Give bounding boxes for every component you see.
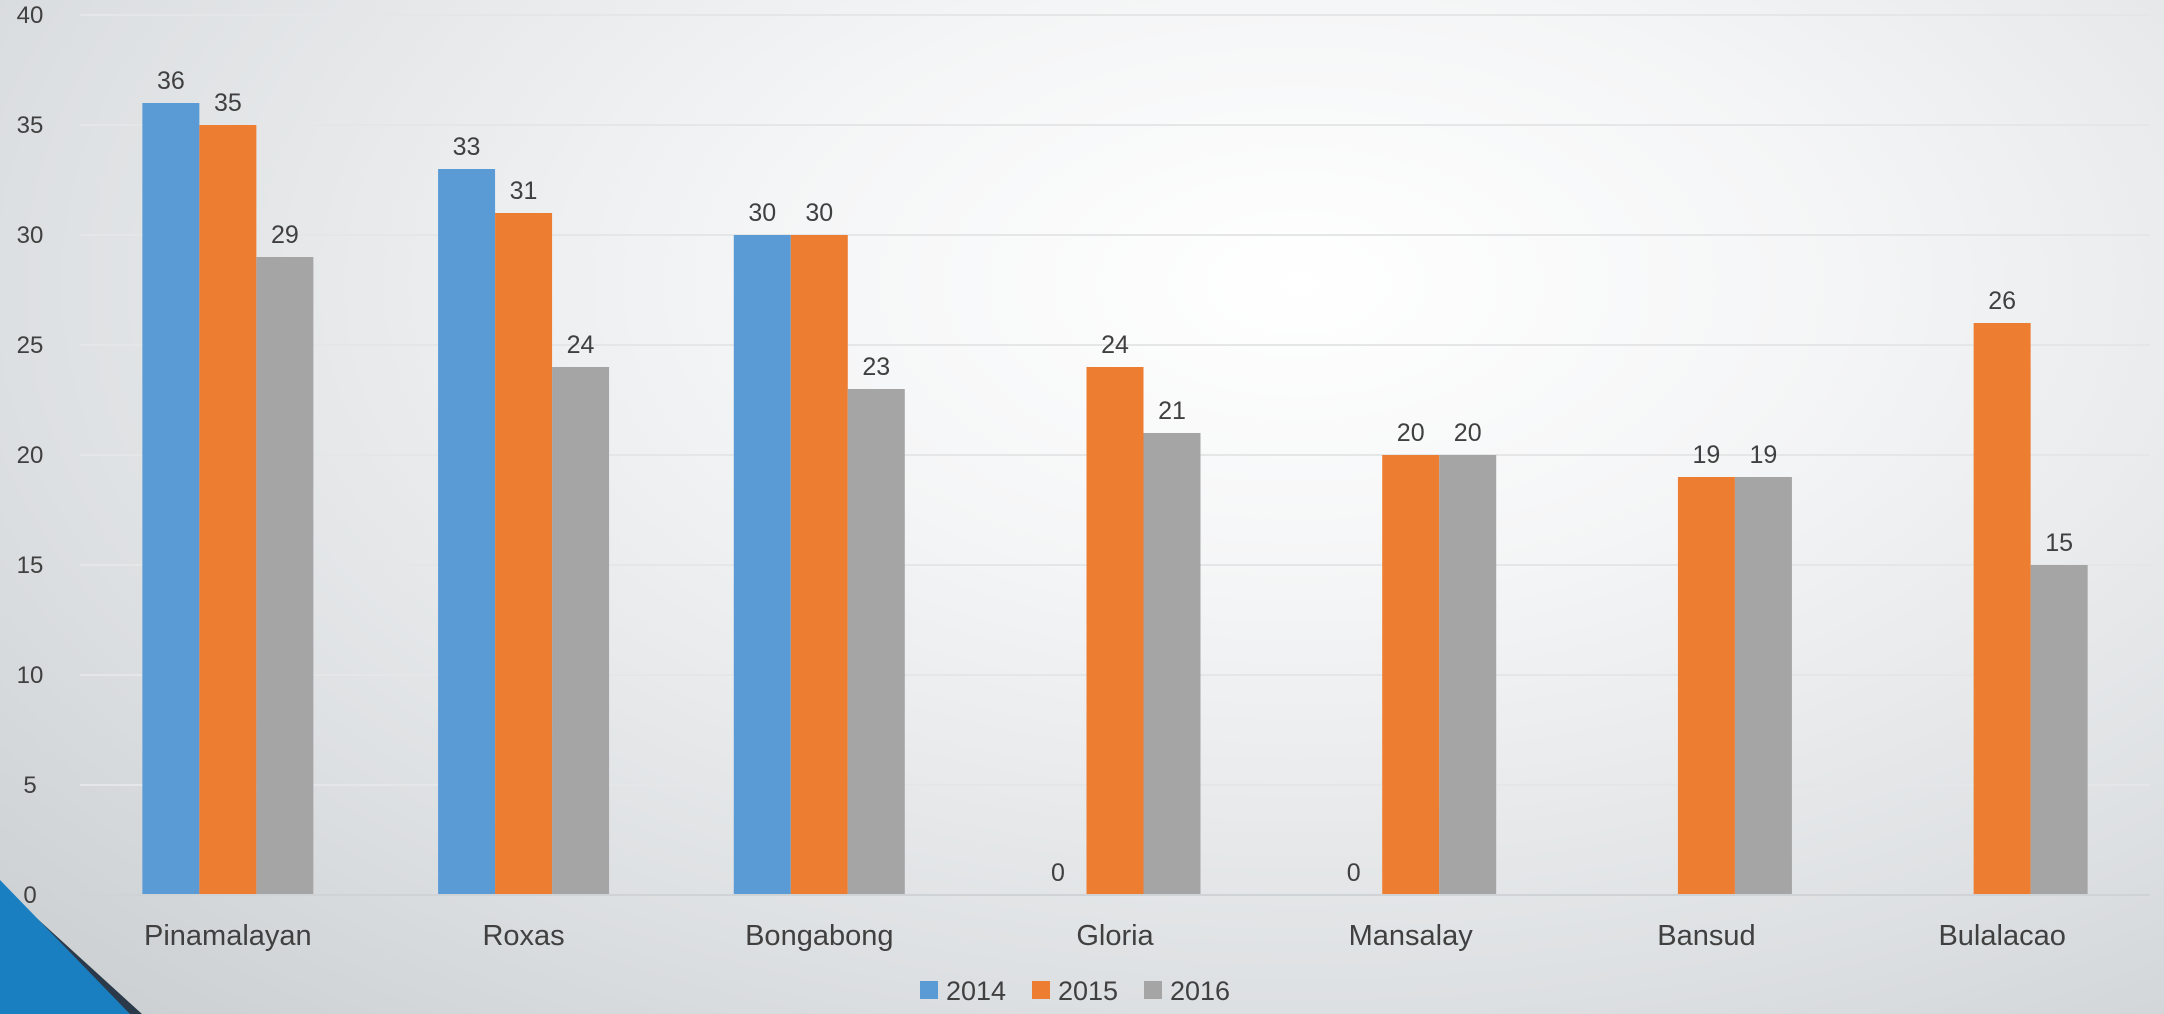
bar-2015-gloria (1086, 367, 1144, 895)
data-label: 29 (271, 221, 299, 249)
bars (142, 103, 2088, 895)
data-label: 30 (748, 199, 776, 227)
x-tick-label: Bongabong (745, 920, 893, 952)
y-tick-label: 5 (23, 772, 36, 799)
y-tick-label: 30 (17, 222, 44, 249)
x-tick-label: Gloria (1076, 920, 1154, 952)
bar-2015-bongabong (790, 235, 848, 895)
bar-2014-bongabong (733, 235, 791, 895)
bar-2016-bansud (1734, 477, 1792, 895)
x-tick-label: Mansalay (1349, 920, 1474, 952)
data-label: 0 (1051, 859, 1065, 887)
legend-label: 2016 (1170, 976, 1230, 1006)
bar-2014-roxas (438, 169, 496, 895)
bar-2015-roxas (495, 213, 553, 895)
legend-item-2015: 2015 (1032, 976, 1118, 1006)
data-labels: 36 35 29 33 31 24 30 30 23 0 24 21 0 20 20 19 19 26 15 (157, 67, 2073, 887)
data-label: 20 (1397, 419, 1425, 447)
y-tick-label: 20 (17, 442, 44, 469)
x-tick-label: Roxas (482, 920, 564, 952)
bar-2015-pinamalayan (199, 125, 257, 895)
data-label: 24 (567, 331, 595, 359)
y-tick-label: 15 (17, 552, 44, 579)
legend: 2014 2015 2016 (920, 976, 1230, 1006)
data-label: 21 (1158, 397, 1186, 425)
y-axis: 0 5 10 15 20 25 30 35 40 (17, 2, 44, 909)
data-label: 19 (1750, 441, 1778, 469)
y-tick-label: 35 (17, 112, 44, 139)
y-tick-label: 10 (17, 662, 44, 689)
y-tick-label: 25 (17, 332, 44, 359)
y-tick-label: 40 (17, 2, 44, 29)
x-tick-label: Bansud (1657, 920, 1755, 952)
bar-2016-bulalacao (2030, 565, 2088, 895)
data-label: 30 (805, 199, 833, 227)
legend-swatch (920, 981, 938, 999)
data-label: 33 (453, 133, 481, 161)
data-label: 36 (157, 67, 185, 95)
legend-item-2016: 2016 (1144, 976, 1230, 1006)
bar-2016-bongabong (847, 389, 905, 895)
data-label: 19 (1693, 441, 1721, 469)
data-label: 31 (510, 177, 538, 205)
legend-swatch (1032, 981, 1050, 999)
bar-2014-pinamalayan (142, 103, 200, 895)
bar-2016-gloria (1143, 433, 1201, 895)
data-label: 23 (862, 353, 890, 381)
bar-2015-bansud (1677, 477, 1735, 895)
legend-label: 2015 (1058, 976, 1118, 1006)
y-tick-label: 0 (23, 882, 36, 909)
legend-label: 2014 (946, 976, 1006, 1006)
data-label: 35 (214, 89, 242, 117)
bar-2015-mansalay (1382, 455, 1440, 895)
legend-item-2014: 2014 (920, 976, 1006, 1006)
data-label: 24 (1101, 331, 1129, 359)
legend-swatch (1144, 981, 1162, 999)
x-tick-label: Pinamalayan (144, 920, 312, 952)
bar-2016-pinamalayan (256, 257, 314, 895)
bar-2015-bulalacao (1973, 323, 2031, 895)
data-label: 0 (1347, 859, 1361, 887)
data-label: 20 (1454, 419, 1482, 447)
data-label: 26 (1988, 287, 2016, 315)
x-tick-label: Bulalacao (1938, 920, 2065, 952)
bar-2016-mansalay (1439, 455, 1497, 895)
x-axis: Pinamalayan Roxas Bongabong Gloria Mansalay B… (80, 894, 2150, 952)
bar-2016-roxas (552, 367, 610, 895)
data-label: 15 (2045, 529, 2073, 557)
